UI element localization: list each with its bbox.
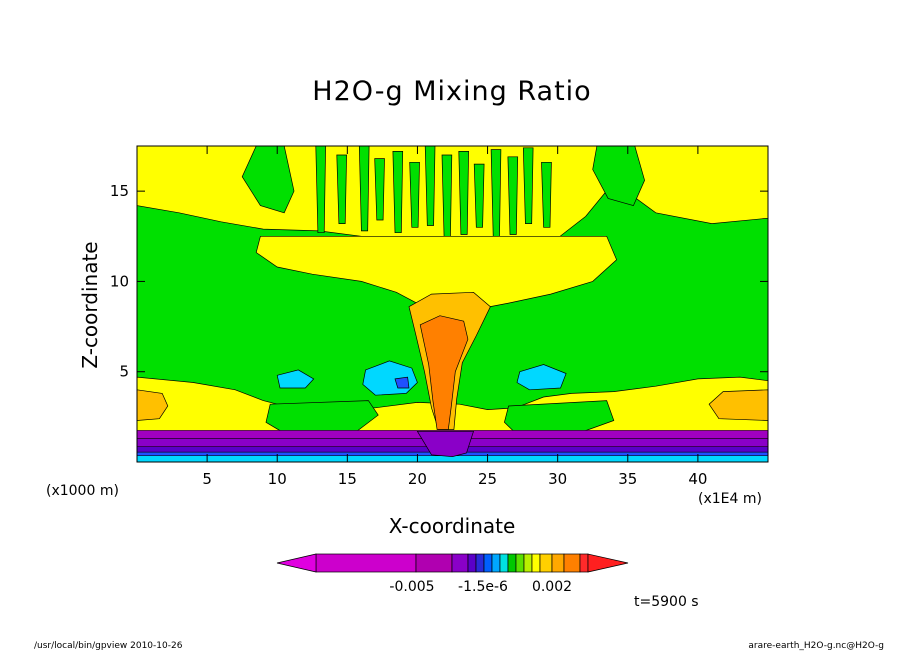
contour-region-dry-blob-right bbox=[516, 364, 567, 391]
y-axis: 5 10 15 bbox=[110, 182, 768, 381]
colorbar-cell-4 bbox=[467, 553, 477, 573]
y-tick-label: 15 bbox=[110, 182, 129, 200]
colorbar-tick-label: -1.5e-6 bbox=[458, 579, 508, 595]
x-tick-label: 10 bbox=[268, 470, 287, 488]
y-tick-label: 10 bbox=[110, 272, 129, 290]
contour-streak-4 bbox=[374, 158, 385, 221]
colorbar-max-arrow bbox=[587, 553, 629, 573]
x-tick-label: 30 bbox=[548, 470, 567, 488]
colorbar-cell-3 bbox=[451, 553, 469, 573]
x-axis-label: X-coordinate bbox=[388, 514, 516, 538]
colorbar-tick-label: -0.005 bbox=[389, 579, 434, 595]
contour-region-dry-blob-far-left bbox=[276, 369, 315, 389]
colorbar-cell-15 bbox=[563, 553, 581, 573]
colorbar-cell-5 bbox=[475, 553, 485, 573]
contour-region-plume-core bbox=[419, 315, 469, 430]
contour-region-dry-core bbox=[394, 376, 410, 389]
time-label: t=5900 s bbox=[634, 594, 699, 610]
x-axis: 5 10 15 20 25 30 35 40 bbox=[202, 146, 707, 488]
surface-plume-base bbox=[416, 430, 474, 457]
plot-frame bbox=[136, 145, 769, 463]
colorbar-cell-11 bbox=[523, 553, 533, 573]
footer-path: /usr/local/bin/gpview 2010-10-26 bbox=[34, 641, 183, 651]
contour-streak-6 bbox=[409, 161, 420, 228]
x-unit-label: (x1000 m) bbox=[46, 483, 119, 499]
contour-field bbox=[136, 145, 769, 463]
colorbar-cell-9 bbox=[507, 553, 517, 573]
colorbar-labels: -0.005 -1.5e-6 0.002 bbox=[389, 579, 572, 595]
x-tick-label: 35 bbox=[618, 470, 637, 488]
colorbar-tick-label: 0.002 bbox=[532, 579, 572, 595]
colorbar-cell-16 bbox=[579, 553, 589, 573]
colorbar-cell-8 bbox=[499, 553, 509, 573]
colorbar-cell-7 bbox=[491, 553, 501, 573]
colorbar-cell-14 bbox=[551, 553, 565, 573]
x-tick-label: 25 bbox=[478, 470, 497, 488]
contour-streak-14 bbox=[541, 161, 552, 228]
colorbar-cell-6 bbox=[483, 553, 493, 573]
colorbar-min-arrow bbox=[276, 553, 317, 573]
contour-streak-10 bbox=[473, 163, 485, 228]
contour-streak-13 bbox=[522, 147, 534, 224]
contour-streak-12 bbox=[507, 156, 519, 235]
colorbar-cell-10 bbox=[515, 553, 525, 573]
x-tick-label: 5 bbox=[202, 470, 212, 488]
contour-streak-5 bbox=[392, 151, 404, 234]
contour-streak-2 bbox=[336, 154, 347, 224]
contour-streak-9 bbox=[458, 151, 469, 235]
colorbar-cell-2 bbox=[415, 553, 453, 573]
x-tick-label: 40 bbox=[688, 470, 707, 488]
colorbar-cell-1 bbox=[315, 553, 417, 573]
y-tick-label: 5 bbox=[119, 363, 129, 381]
footer-source: arare-earth_H2O-g.nc@H2O-g bbox=[748, 641, 884, 651]
chart-title: H2O-g Mixing Ratio bbox=[312, 76, 592, 107]
x-tick-label: 20 bbox=[408, 470, 427, 488]
x-tick-label: 15 bbox=[338, 470, 357, 488]
x-scale-note: (x1E4 m) bbox=[698, 491, 762, 507]
colorbar-cells bbox=[276, 553, 629, 573]
colorbar-cell-13 bbox=[539, 553, 553, 573]
colorbar-cell-12 bbox=[531, 553, 541, 573]
